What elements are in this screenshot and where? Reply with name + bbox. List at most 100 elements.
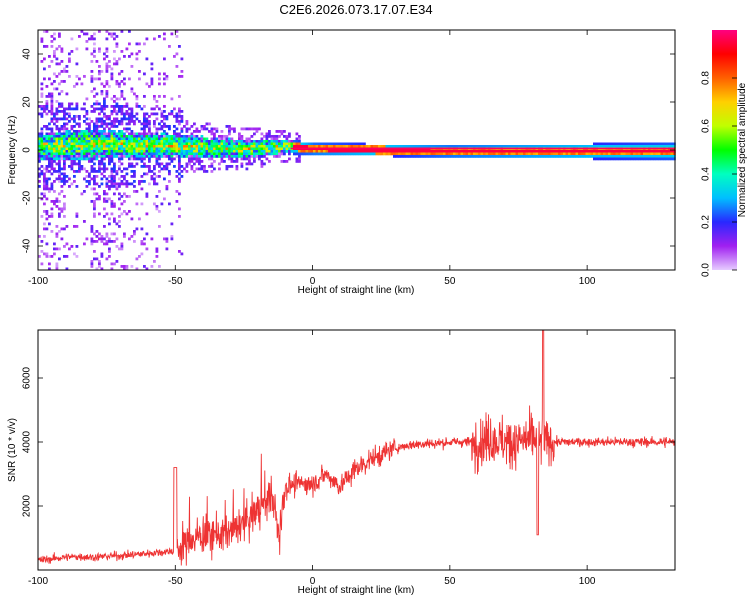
spectrogram-cell [98, 117, 101, 121]
spectrogram-cell [163, 150, 166, 153]
spectrogram-cell [278, 147, 281, 151]
spectrogram-cell [163, 82, 166, 86]
spectrogram-cell [60, 185, 64, 188]
spectrogram-cell [120, 147, 124, 151]
spectrogram-cell [593, 150, 596, 153]
spectrogram-cell [70, 117, 74, 121]
spectrogram-cell [320, 145, 324, 148]
spectrogram-cell [540, 155, 544, 158]
spectrogram-cell [438, 150, 441, 153]
spectrogram-cell [190, 125, 194, 128]
spectrogram-cell [130, 235, 134, 238]
spectrogram-cell [50, 92, 54, 96]
spectrogram-cell [133, 142, 136, 146]
spectrogram-cell [508, 152, 511, 156]
spectrogram-cell [353, 152, 356, 156]
spectrogram-cell [98, 265, 101, 268]
spectrogram-cell [45, 227, 49, 231]
spectrogram-cell [225, 137, 229, 141]
spectrogram-cell [253, 145, 256, 148]
spectrogram-cell [48, 95, 51, 98]
spectrogram-cell [120, 130, 124, 133]
spectrogram-cell [170, 155, 174, 158]
spectrogram-cell [68, 135, 71, 138]
spectrogram-cell [288, 140, 291, 143]
spectrogram-cell [63, 182, 66, 186]
spectrogram-cell [105, 240, 109, 243]
spectrogram-cell [120, 212, 124, 216]
spectrogram-cell [90, 110, 94, 113]
spectrogram-cell [233, 150, 236, 153]
spectrogram-cell [650, 142, 654, 146]
spectrogram-cell [610, 155, 614, 158]
spectrogram-cell [575, 155, 579, 158]
spectrogram-cell [618, 155, 621, 158]
spectrogram-cell [120, 180, 124, 183]
spectrogram-cell [43, 147, 46, 151]
spectrogram-cell [75, 47, 79, 51]
spectrogram-cell [80, 165, 84, 168]
spectrogram-cell [160, 127, 164, 131]
spectrogram-cell [643, 150, 646, 153]
spectrogram-cell [65, 137, 69, 141]
spectrogram-cell [348, 142, 351, 146]
spectrogram-cell [198, 137, 201, 141]
spectrogram-cell [53, 140, 56, 143]
spectrogram-cell [115, 145, 119, 148]
spectrogram-cell [118, 182, 121, 186]
spectrogram-cell [93, 127, 96, 131]
spectrogram-cell [53, 135, 56, 138]
spectrogram-cell [303, 150, 306, 153]
spectrogram-cell [380, 150, 384, 153]
spectrogram-cell [55, 150, 59, 153]
spectrogram-cell [125, 147, 129, 151]
spectrogram-cell [270, 135, 274, 138]
spectrogram-cell [98, 165, 101, 168]
spectrogram-cell [255, 130, 259, 133]
spectrogram-cell [130, 175, 134, 178]
spectrogram-cell [633, 142, 636, 146]
spectrogram-cell [78, 77, 81, 81]
spectrogram-cell [143, 115, 146, 118]
spectrogram-cell [600, 142, 604, 146]
spectrogram-cell [183, 155, 186, 158]
spectrogram-cell [140, 122, 144, 126]
spectrogram-cell [103, 142, 106, 146]
spectrogram-cell [38, 235, 41, 238]
spectrogram-cell [280, 152, 284, 156]
spectrogram-cell [670, 150, 674, 153]
spectrogram-cell [148, 167, 151, 171]
spectrogram-cell [63, 117, 66, 121]
spectrogram-cell [143, 95, 146, 98]
spectrogram-cell [88, 132, 91, 136]
spectrogram-cell [278, 155, 281, 158]
spectrogram-cell [40, 147, 44, 151]
spectrogram-cell [288, 145, 291, 148]
spectrogram-cell [118, 140, 121, 143]
spectrogram-cell [150, 175, 154, 178]
x-tick-label: 50 [444, 276, 456, 287]
spectrogram-cell [55, 135, 59, 138]
spectrogram-cell [150, 265, 154, 268]
spectrogram-cell [50, 112, 54, 116]
spectrogram-cell [158, 175, 161, 178]
spectrogram-cell [55, 57, 59, 61]
spectrogram-cell [110, 67, 114, 71]
snr-plot-area [38, 330, 675, 570]
spectrogram-cell [98, 102, 101, 106]
spectrogram-cell [555, 150, 559, 153]
spectrogram-cell [38, 140, 41, 143]
spectrogram-cell [605, 152, 609, 156]
spectrogram-cell [185, 150, 189, 153]
spectrogram-cell [110, 200, 114, 203]
spectrogram-cell [128, 165, 131, 168]
spectrogram-cell [248, 142, 251, 146]
spectrogram-cell [155, 145, 159, 148]
spectrogram-cell [110, 97, 114, 101]
spectrogram-cell [65, 157, 69, 161]
spectrogram-cell [103, 115, 106, 118]
spectrogram-cell [628, 152, 631, 156]
spectrogram-cell [640, 142, 644, 146]
spectrogram-cell [73, 160, 76, 163]
spectrogram-cell [448, 152, 451, 156]
